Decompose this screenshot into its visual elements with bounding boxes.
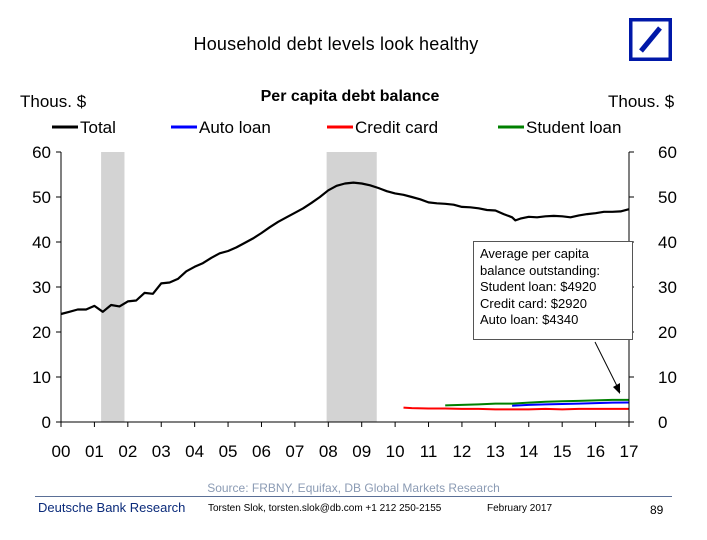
footer-organization: Deutsche Bank Research <box>38 500 186 515</box>
y-tick-label-right: 20 <box>658 323 677 342</box>
x-tick-label: 12 <box>452 442 471 461</box>
y-tick-label-right: 0 <box>658 413 667 432</box>
y-tick-label-right: 30 <box>658 278 677 297</box>
y-tick-label-right: 50 <box>658 188 677 207</box>
footer-contact: Torsten Slok, torsten.slok@db.com +1 212… <box>208 503 442 514</box>
footer-divider <box>35 496 672 497</box>
y-tick-label-left: 10 <box>32 368 51 387</box>
legend-label-total: Total <box>80 118 116 137</box>
annotation-line: balance outstanding: <box>480 262 600 278</box>
x-tick-label: 17 <box>620 442 639 461</box>
page-number: 89 <box>650 503 664 517</box>
y-tick-label-left: 60 <box>32 143 51 162</box>
logo-frame <box>629 18 672 61</box>
recession-band <box>326 152 377 422</box>
y-tick-label-left: 50 <box>32 188 51 207</box>
x-tick-label: 13 <box>486 442 505 461</box>
x-tick-label: 04 <box>185 442 204 461</box>
x-tick-label: 16 <box>586 442 605 461</box>
series-line-auto-loan <box>512 401 630 407</box>
annotation-line: Auto loan: $4340 <box>480 312 579 327</box>
y-tick-label-left: 0 <box>42 413 51 432</box>
x-tick-label: 11 <box>420 442 438 461</box>
x-tick-label: 10 <box>386 442 405 461</box>
legend: Total Auto loan Credit card Student loan <box>52 118 621 137</box>
x-tick-label: 09 <box>352 442 371 461</box>
annotation-arrowhead <box>613 383 620 394</box>
deutsche-bank-logo <box>629 18 672 61</box>
source-note: Source: FRBNY, Equifax, DB Global Market… <box>207 481 500 495</box>
x-tick-label: 01 <box>85 442 104 461</box>
x-tick-label: 06 <box>252 442 271 461</box>
y-tick-label-left: 30 <box>32 278 51 297</box>
series-line-student-loan <box>445 398 629 407</box>
series-layer <box>60 181 630 411</box>
y-axis-unit-right: Thous. $ <box>608 92 675 111</box>
axes-layer <box>56 151 634 427</box>
annotation-line: Average per capita <box>480 246 589 261</box>
series-line-total <box>60 181 630 316</box>
footer-date: February 2017 <box>487 503 553 514</box>
y-axis-unit-left: Thous. $ <box>20 92 87 111</box>
logo-slash <box>639 26 662 53</box>
y-tick-label-left: 40 <box>32 233 51 252</box>
recession-band <box>101 152 125 422</box>
x-tick-label: 05 <box>219 442 238 461</box>
x-tick-label: 02 <box>118 442 137 461</box>
y-tick-label-right: 10 <box>658 368 677 387</box>
series-line-credit-card <box>403 406 629 411</box>
x-tick-label: 03 <box>152 442 171 461</box>
legend-label-student-loan: Student loan <box>526 118 621 137</box>
annotation-arrow <box>594 341 621 393</box>
y-tick-label-right: 40 <box>658 233 677 252</box>
x-tick-label: 08 <box>319 442 338 461</box>
recession-shading-layer <box>101 152 377 422</box>
legend-label-auto-loan: Auto loan <box>199 118 271 137</box>
chart-title: Per capita debt balance <box>261 88 440 105</box>
annotation-box: Average per capita balance outstanding: … <box>473 241 633 340</box>
x-tick-label: 07 <box>285 442 304 461</box>
y-tick-label-left: 20 <box>32 323 51 342</box>
page-title: Household debt levels look healthy <box>193 34 479 54</box>
legend-label-credit-card: Credit card <box>355 118 438 137</box>
annotation-line: Credit card: $2920 <box>480 295 587 311</box>
x-tick-label: 14 <box>519 442 538 461</box>
x-tick-label: 15 <box>553 442 572 461</box>
y-tick-label-right: 60 <box>658 143 677 162</box>
x-tick-label: 00 <box>52 442 71 461</box>
annotation-line: Student loan: $4920 <box>480 279 597 294</box>
